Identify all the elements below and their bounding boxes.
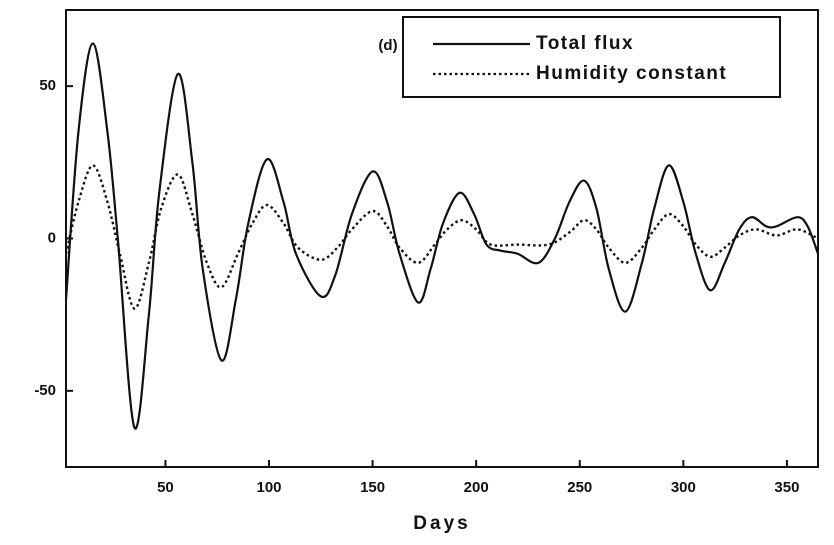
y-tick-label: -50 <box>34 382 56 399</box>
y-tick-label: 50 <box>39 77 56 94</box>
series-line <box>66 164 818 310</box>
legend-label: Total flux <box>536 33 634 54</box>
x-tick-label: 100 <box>257 479 282 496</box>
x-tick-label: 50 <box>157 479 174 496</box>
x-tick-label: 350 <box>774 479 799 496</box>
x-tick-label: 200 <box>464 479 489 496</box>
x-tick-label: 250 <box>567 479 592 496</box>
panel-annotation: (d) <box>378 37 397 54</box>
y-tick-label: 0 <box>48 229 56 246</box>
legend-label: Humidity constant <box>536 63 727 84</box>
x-axis-title: Days <box>413 513 470 534</box>
x-tick-label: 300 <box>671 479 696 496</box>
legend-box <box>402 16 781 98</box>
x-tick-label: 150 <box>360 479 385 496</box>
